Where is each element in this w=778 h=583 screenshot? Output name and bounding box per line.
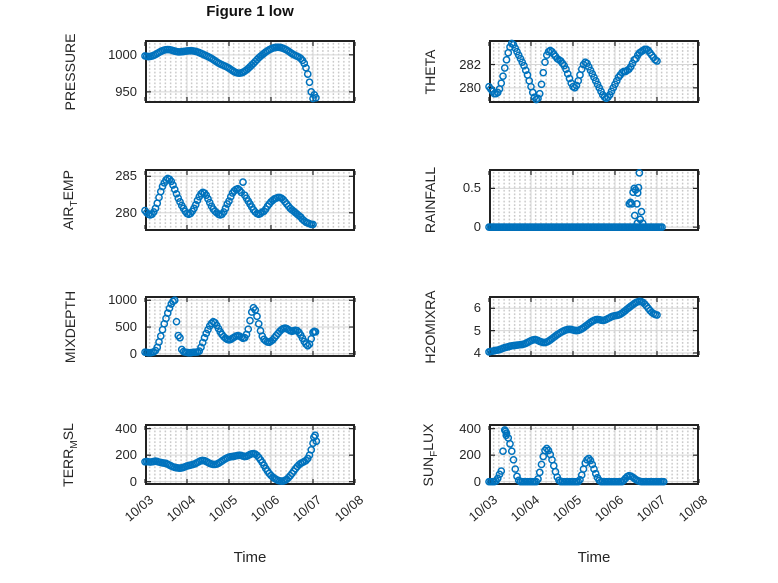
y-tick-label: 280 [459, 79, 481, 95]
x-tick-label: 10/04 [164, 492, 199, 525]
figure-title: Figure 1 low [206, 3, 294, 20]
y-axis-label-pressure: PRESSURE [62, 32, 78, 111]
chart-svg-air-temp [141, 169, 356, 231]
y-tick-label: 282 [459, 56, 481, 72]
y-tick-label: 0 [473, 473, 481, 489]
x-tick-label: 10/05 [550, 492, 585, 525]
y-tick-label: 200 [115, 447, 137, 463]
x-axis-label: Time [233, 549, 267, 566]
y-tick-label: 4 [473, 344, 481, 360]
y-tick-label: 950 [115, 83, 137, 99]
x-tick-label: 10/08 [676, 492, 711, 525]
y-axis-label-sun-flux: SUNFLUX [420, 423, 440, 486]
y-tick-label: 1000 [108, 46, 137, 62]
y-tick-label: 400 [459, 420, 481, 436]
y-tick-label: 0.5 [462, 180, 481, 196]
x-tick-label: 10/08 [332, 492, 367, 525]
chart-svg-pressure [141, 40, 356, 103]
chart-svg-h2omixra [485, 296, 700, 357]
plot-air-temp [141, 169, 356, 231]
y-axis-label-theta: THETA [422, 49, 438, 94]
data-points [485, 39, 661, 104]
plot-theta [485, 39, 700, 104]
plot-pressure [141, 40, 356, 103]
tick-marks [488, 298, 700, 355]
x-tick-label: 10/07 [634, 492, 669, 525]
chart-svg-sun-flux [485, 424, 700, 486]
x-axis-label: Time [577, 549, 611, 566]
y-tick-label: 285 [115, 168, 137, 184]
x-tick-label: 10/05 [206, 492, 241, 525]
y-tick-label: 1000 [108, 292, 137, 308]
y-tick-label: 280 [115, 204, 137, 220]
major-gridlines [489, 296, 699, 357]
y-tick-label: 6 [473, 300, 481, 316]
tick-marks [144, 426, 356, 483]
y-axis-label-h2omixra: H2OMIXRA [422, 289, 438, 364]
y-tick-label: 0 [129, 473, 137, 489]
data-points [141, 174, 317, 229]
plot-sun-flux [485, 424, 700, 486]
chart-svg-rainfall [485, 169, 700, 231]
x-tick-label: 10/03 [122, 492, 157, 525]
data-points [141, 431, 321, 486]
plot-terr-msl [141, 424, 356, 486]
data-points [485, 297, 661, 356]
plot-rainfall [485, 169, 700, 231]
data-points [485, 169, 666, 231]
x-tick-label: 10/03 [466, 492, 501, 525]
data-points [485, 426, 668, 486]
tick-marks [488, 171, 700, 229]
y-axis-label-air-temp: AIRTEMP [60, 170, 80, 230]
data-points [141, 296, 320, 357]
chart-svg-terr-msl [141, 424, 356, 486]
chart-svg-theta [485, 39, 700, 104]
chart-svg-mixdepth [141, 296, 356, 357]
data-points [141, 43, 320, 103]
plot-mixdepth [141, 296, 356, 357]
y-tick-label: 0 [129, 345, 137, 361]
x-tick-label: 10/06 [592, 492, 627, 525]
y-tick-label: 400 [115, 420, 137, 436]
y-tick-label: 5 [473, 322, 481, 338]
tick-marks [488, 426, 700, 483]
x-tick-label: 10/06 [248, 492, 283, 525]
x-tick-label: 10/07 [290, 492, 325, 525]
major-gridlines [489, 169, 699, 231]
x-tick-label: 10/04 [508, 492, 543, 525]
plot-h2omixra [485, 296, 700, 357]
y-tick-label: 500 [115, 319, 137, 335]
y-axis-label-rainfall: RAINFALL [422, 166, 438, 234]
y-tick-label: 0 [473, 219, 481, 235]
y-axis-label-terr-msl: TERRMSL [60, 422, 80, 487]
y-tick-label: 200 [459, 447, 481, 463]
y-axis-label-mixdepth: MIXDEPTH [62, 290, 78, 363]
